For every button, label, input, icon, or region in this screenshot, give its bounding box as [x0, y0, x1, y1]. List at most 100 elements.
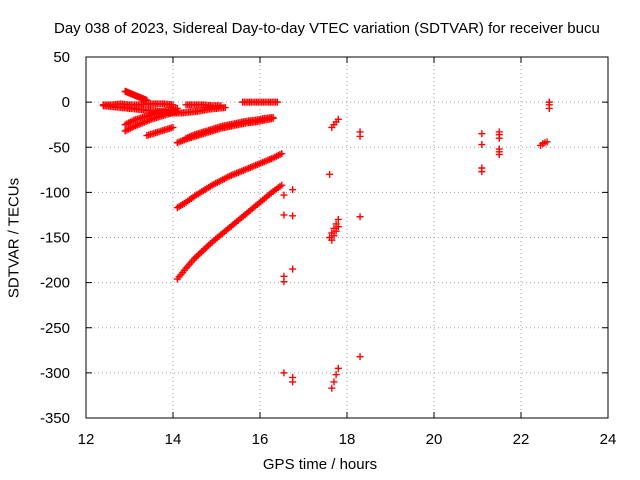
data-point — [543, 138, 551, 146]
chart-title: Day 038 of 2023, Sidereal Day-to-day VTE… — [54, 20, 600, 37]
data-point — [146, 116, 154, 124]
data-point — [356, 213, 364, 221]
series-pts-21.1 — [478, 130, 486, 176]
series-pts-16.5-16.8 — [280, 186, 297, 386]
data-point — [180, 266, 188, 274]
series-arc-top-flat-2 — [182, 101, 225, 110]
data-point — [289, 186, 297, 194]
data-point — [334, 223, 342, 231]
y-tick-label: -350 — [40, 410, 70, 427]
series-pts-21.5 — [495, 128, 503, 158]
x-tick-label: 12 — [78, 431, 95, 448]
data-point — [545, 104, 553, 112]
data-point — [332, 371, 340, 379]
x-tick-label: 22 — [513, 431, 530, 448]
x-tick-label: 16 — [252, 431, 269, 448]
data-point — [224, 173, 232, 181]
series-arc-d — [143, 123, 177, 140]
data-point — [276, 150, 284, 158]
data-point — [241, 166, 249, 174]
y-axis-label: SDTVAR / TECUs — [5, 177, 23, 299]
data-point — [280, 191, 288, 199]
data-point — [280, 369, 288, 377]
axis-ticks: 12 14 16 18 20 22 24 50 0 -50 -100 -150 -200 -250 -300… — [40, 49, 616, 448]
data-point — [334, 364, 342, 372]
data-point — [478, 130, 486, 138]
y-tick-label: -50 — [48, 139, 70, 156]
y-tick-label: 0 — [62, 94, 70, 111]
data-point — [356, 353, 364, 361]
data-point — [205, 241, 213, 249]
data-point — [159, 127, 167, 135]
y-tick-label: -150 — [40, 230, 70, 247]
y-tick-label: -250 — [40, 320, 70, 337]
data-point — [289, 378, 297, 386]
data-point — [233, 119, 241, 127]
data-point — [142, 96, 150, 104]
data-point — [128, 123, 136, 131]
data-point — [276, 182, 284, 190]
data-point — [163, 110, 171, 118]
data-point — [250, 162, 258, 170]
data-point — [289, 212, 297, 220]
data-point — [289, 265, 297, 273]
series-pts-18.3 — [356, 128, 364, 361]
data-point — [330, 378, 338, 386]
data-point — [199, 246, 207, 254]
data-point — [206, 240, 214, 248]
series-pts-17.6-17.8 — [326, 115, 342, 392]
data-point — [167, 124, 175, 132]
series-arc-top-flat-3 — [239, 98, 281, 106]
data-point — [154, 113, 162, 121]
data-point — [219, 104, 227, 112]
data-point — [259, 158, 267, 166]
plot-frame — [85, 56, 609, 419]
data-point — [280, 211, 288, 219]
series-arc-hump — [121, 87, 151, 104]
x-tick-label: 14 — [165, 431, 182, 448]
series-arc-f — [182, 113, 277, 142]
data-point — [189, 256, 197, 264]
x-tick-label: 20 — [426, 431, 443, 448]
data-point — [334, 115, 342, 123]
grid-lines — [86, 57, 608, 418]
x-axis-label: GPS time / hours — [262, 456, 378, 473]
data-point — [137, 120, 145, 128]
data-point — [192, 253, 200, 261]
series-arc-a — [99, 102, 229, 117]
data-point — [267, 114, 275, 122]
series-arc-top-flat-1 — [99, 100, 177, 109]
series-arc-c — [121, 107, 181, 135]
data-point — [280, 278, 288, 286]
data-point — [356, 132, 364, 140]
data-point — [198, 248, 206, 256]
data-point — [334, 215, 342, 223]
y-tick-label: -200 — [40, 275, 70, 292]
series-arc-h — [173, 181, 286, 283]
data-point — [224, 121, 232, 129]
y-tick-label: -300 — [40, 365, 70, 382]
data-point — [495, 134, 503, 142]
data-point — [478, 141, 486, 149]
x-tick-label: 24 — [600, 431, 617, 448]
data-point — [189, 131, 197, 139]
x-tick-label: 18 — [339, 431, 356, 448]
data-point — [206, 126, 214, 134]
data-point — [332, 227, 340, 235]
series-arc-g — [173, 150, 286, 212]
data-point — [233, 169, 241, 177]
data-point — [194, 251, 202, 259]
data-point — [326, 170, 334, 178]
data-point — [198, 128, 206, 136]
data-point — [196, 249, 204, 257]
data-point — [328, 384, 336, 392]
data-point — [330, 232, 338, 240]
data-point — [201, 245, 209, 253]
data-point — [272, 98, 280, 106]
data-point — [172, 108, 180, 116]
data-point — [203, 243, 211, 251]
data-point — [328, 236, 336, 244]
data-point — [150, 129, 158, 137]
data-point — [167, 101, 175, 109]
